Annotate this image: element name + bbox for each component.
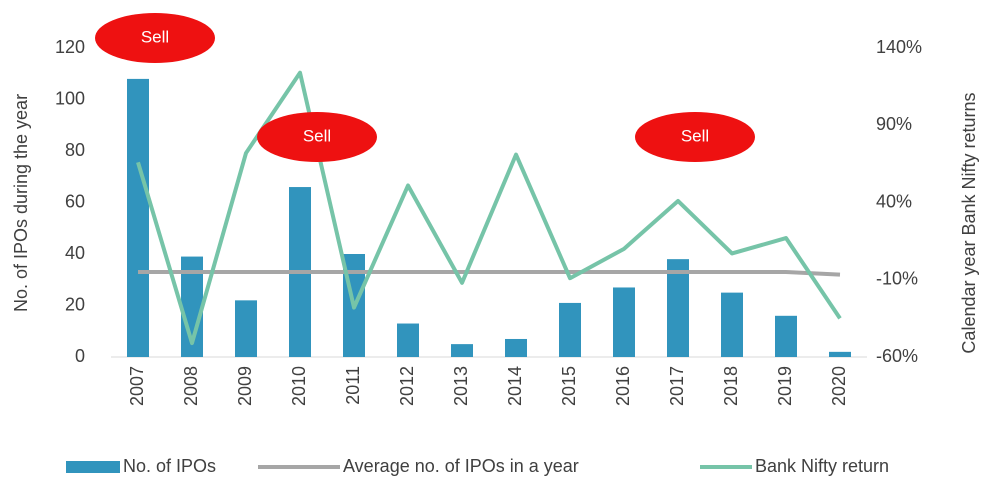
legend-label: No. of IPOs (123, 456, 216, 476)
x-tick-label: 2012 (397, 366, 417, 406)
x-tick-label: 2008 (181, 366, 201, 406)
x-tick-label: 2019 (775, 366, 795, 406)
annotation: Sell (141, 27, 169, 46)
bar (829, 351, 851, 357)
bar (667, 259, 689, 357)
x-tick-label: 2017 (667, 366, 687, 406)
y2-tick-label: -60% (876, 346, 918, 366)
bar (181, 256, 203, 357)
bar (775, 315, 797, 357)
x-tick-label: 2010 (289, 366, 309, 406)
y-tick-label: 100 (55, 88, 85, 108)
y-tick-label: 0 (75, 346, 85, 366)
y-tick-label: 120 (55, 37, 85, 57)
legend-swatch (66, 461, 120, 473)
y2-tick-label: 90% (876, 114, 912, 134)
annotation: Sell (681, 126, 709, 145)
annotation-bubble (95, 13, 215, 63)
line-series (136, 70, 842, 346)
y2-axis-label: Calendar year Bank Nifty returns (959, 92, 979, 353)
line-series (138, 270, 841, 277)
bar (127, 78, 149, 358)
y2-tick-label: 40% (876, 191, 912, 211)
bar (721, 292, 743, 357)
legend-label: Average no. of IPOs in a year (343, 456, 579, 476)
annotation-bubble (635, 112, 755, 162)
x-tick-label: 2013 (451, 366, 471, 406)
bar (559, 302, 581, 357)
bar (397, 323, 419, 357)
bar (235, 300, 257, 357)
y2-tick-label: 140% (876, 37, 922, 57)
y-axis-label: No. of IPOs during the year (11, 94, 31, 312)
y-tick-label: 60 (65, 191, 85, 211)
x-tick-label: 2007 (127, 366, 147, 406)
bar (613, 287, 635, 357)
bar (505, 338, 527, 357)
bar (451, 344, 473, 357)
x-tick-label: 2011 (343, 366, 363, 405)
x-tick-label: 2009 (235, 366, 255, 406)
x-tick-label: 2016 (613, 366, 633, 406)
x-tick-label: 2020 (829, 366, 849, 406)
y-tick-label: 40 (65, 243, 85, 263)
annotation-bubble (257, 112, 377, 162)
x-tick-label: 2014 (505, 366, 525, 406)
x-tick-label: 2018 (721, 366, 741, 406)
y-tick-label: 80 (65, 140, 85, 160)
legend-label: Bank Nifty return (755, 456, 889, 476)
annotation: Sell (303, 126, 331, 145)
y-tick-label: 20 (65, 294, 85, 314)
y2-tick-label: -10% (876, 269, 918, 289)
x-tick-label: 2015 (559, 366, 579, 406)
